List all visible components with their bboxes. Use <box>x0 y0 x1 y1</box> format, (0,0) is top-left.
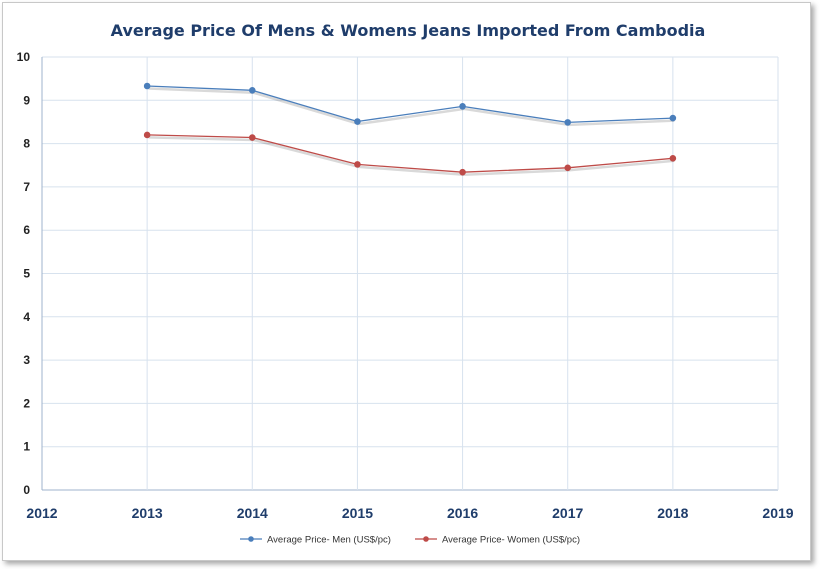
y-tick-label: 4 <box>23 310 30 324</box>
x-tick-label: 2013 <box>132 505 163 521</box>
x-tick-label: 2015 <box>342 505 373 521</box>
series-layer <box>143 82 677 176</box>
x-tick-label: 2014 <box>237 505 268 521</box>
series-2-point <box>248 134 256 141</box>
series-line-2 <box>147 134 673 173</box>
series-1-point <box>354 118 361 125</box>
x-tick-label: 2016 <box>447 505 478 521</box>
series-2-point <box>354 161 361 168</box>
series-1-point <box>143 82 151 90</box>
legend: Average Price- Men (US$/pc) Average Price… <box>240 535 580 546</box>
y-tick-label: 9 <box>23 93 30 107</box>
series-2-point <box>459 168 466 176</box>
series-2-point <box>564 164 572 172</box>
y-tick-label: 2 <box>23 396 30 410</box>
series-1-point <box>248 87 256 94</box>
y-tick-label: 1 <box>23 440 30 454</box>
y-tick-label: 8 <box>23 137 30 151</box>
axes: 0 1 2 3 4 5 6 7 8 9 10 2012 2013 2014 2015 2016 2017 2018… <box>17 50 794 521</box>
chart-frame <box>2 2 811 561</box>
y-tick-label: 6 <box>23 223 30 237</box>
legend-marker-1 <box>248 536 254 542</box>
y-tick-label: 0 <box>23 483 30 497</box>
series-line-1 <box>147 85 673 124</box>
chart-title: Average Price Of Mens & Womens Jeans Imp… <box>111 21 706 40</box>
x-tick-label: 2019 <box>762 505 793 521</box>
legend-label-1: Average Price- Men (US$/pc) <box>267 535 391 546</box>
x-tick-label: 2018 <box>657 505 688 521</box>
y-tick-label: 10 <box>17 50 31 64</box>
x-tick-label: 2017 <box>552 505 583 521</box>
grid <box>41 56 779 491</box>
legend-marker-2 <box>423 536 429 542</box>
series-line-shadow <box>148 136 675 176</box>
y-tick-label: 5 <box>23 267 30 281</box>
y-tick-label: 3 <box>23 353 30 367</box>
series-1-point <box>564 119 572 126</box>
y-tick-label: 7 <box>23 180 30 194</box>
series-1-point <box>459 103 466 110</box>
series-2-point <box>669 155 677 162</box>
x-tick-label: 2012 <box>26 505 57 521</box>
series-line-shadow <box>148 87 675 127</box>
series-2-point <box>143 131 151 139</box>
series-1-point <box>669 114 677 122</box>
legend-label-2: Average Price- Women (US$/pc) <box>442 535 580 546</box>
